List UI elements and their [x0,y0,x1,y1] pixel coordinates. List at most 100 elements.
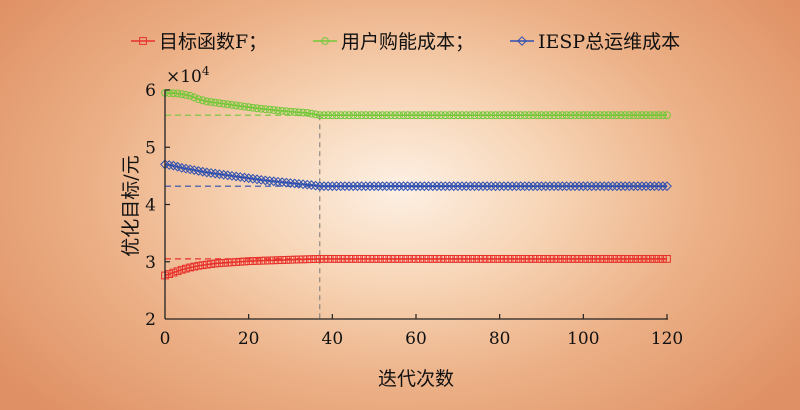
data-point-user [642,111,650,120]
data-point-iesp [574,181,585,192]
data-point-total [320,254,328,263]
data-point-iesp [415,181,426,192]
data-point-user [403,111,412,120]
data-point-total [194,261,203,270]
data-point-iesp [515,181,526,192]
data-point-iesp [252,174,262,185]
data-point-user [600,111,609,120]
data-point-user [633,111,642,120]
data-point-iesp [356,181,367,192]
data-point-total [366,254,374,263]
data-point-total [328,254,337,263]
data-point-total [311,255,320,263]
data-point-user [583,111,592,120]
data-point-total [353,254,362,263]
data-point-total [345,254,353,263]
data-point-total [215,259,224,268]
data-point-user [311,110,320,119]
data-point-user [282,107,291,116]
data-point-iesp [222,170,233,181]
data-point-user [458,111,466,120]
data-point-total [236,257,245,266]
data-point-iesp [310,180,321,191]
data-point-total [604,254,613,263]
data-point-total [228,258,236,267]
data-point-user [441,111,450,120]
data-point-user [215,99,224,108]
data-point-total [182,264,190,273]
data-point-total [504,254,512,263]
data-point-total [658,254,667,263]
data-point-user [466,111,475,120]
y-tick-label: 2 [145,310,156,330]
x-tick-label: 100 [567,329,599,349]
data-point-total [571,254,579,263]
x-tick-label: 60 [405,329,427,349]
data-point-total [491,254,500,263]
data-point-total [370,254,379,263]
data-point-total [445,254,454,263]
data-point-total [638,254,646,263]
data-point-user [621,111,630,120]
data-point-iesp [653,181,664,192]
data-point-iesp [498,181,509,192]
data-point-iesp [239,172,250,183]
data-point-iesp [231,171,242,182]
data-point-total [441,254,450,263]
data-point-total [169,268,178,277]
data-point-total [387,254,395,263]
data-point-user [575,111,584,120]
data-point-iesp [394,181,405,192]
data-point-iesp [532,181,543,192]
data-point-user [194,95,203,104]
data-point-total [633,254,642,263]
data-point-iesp [210,168,221,179]
data-point-iesp [432,181,442,192]
data-point-total [550,254,558,263]
data-point-user [579,111,588,120]
data-point-total [462,254,471,263]
data-point-iesp [256,174,267,185]
data-point-iesp [544,181,555,192]
data-point-user [453,111,462,120]
data-point-user [529,111,538,120]
data-point-iesp [570,181,580,192]
data-point-iesp [620,181,631,192]
data-point-iesp [436,181,447,192]
data-point-total [516,254,525,263]
data-point-total [361,254,370,263]
data-point-total [186,263,194,272]
data-point-user [232,101,241,110]
data-point-user [353,111,362,120]
data-point-iesp [306,180,317,190]
data-point-user [261,105,270,114]
data-point-iesp [227,170,237,181]
data-point-user [240,102,249,111]
legend-item-user: 用户购能成本； [313,31,474,53]
data-point-iesp [411,181,421,192]
data-point-iesp [511,181,522,192]
data-point-iesp [369,181,380,192]
data-point-iesp [503,181,513,192]
data-point-iesp [478,181,488,192]
y-tick-label: 3 [145,253,156,273]
data-point-iesp [398,181,409,192]
data-point-total [261,256,270,265]
data-point-total [583,254,592,263]
data-point-user [646,111,655,120]
data-point-total [274,256,282,265]
axes: 0 20 40 60 80 100 120 2 3 4 5 6 [145,81,683,349]
data-point-total [479,254,487,263]
data-point-total [198,261,207,270]
data-point-iesp [352,181,363,192]
data-point-user [190,93,199,102]
data-point-iesp [218,169,229,180]
data-point-total [596,254,604,263]
data-point-iesp [273,176,283,187]
data-point-total [663,254,671,263]
data-point-total [437,254,446,263]
data-point-user [332,111,341,120]
data-point-user [412,111,420,120]
data-point-user [290,108,299,116]
